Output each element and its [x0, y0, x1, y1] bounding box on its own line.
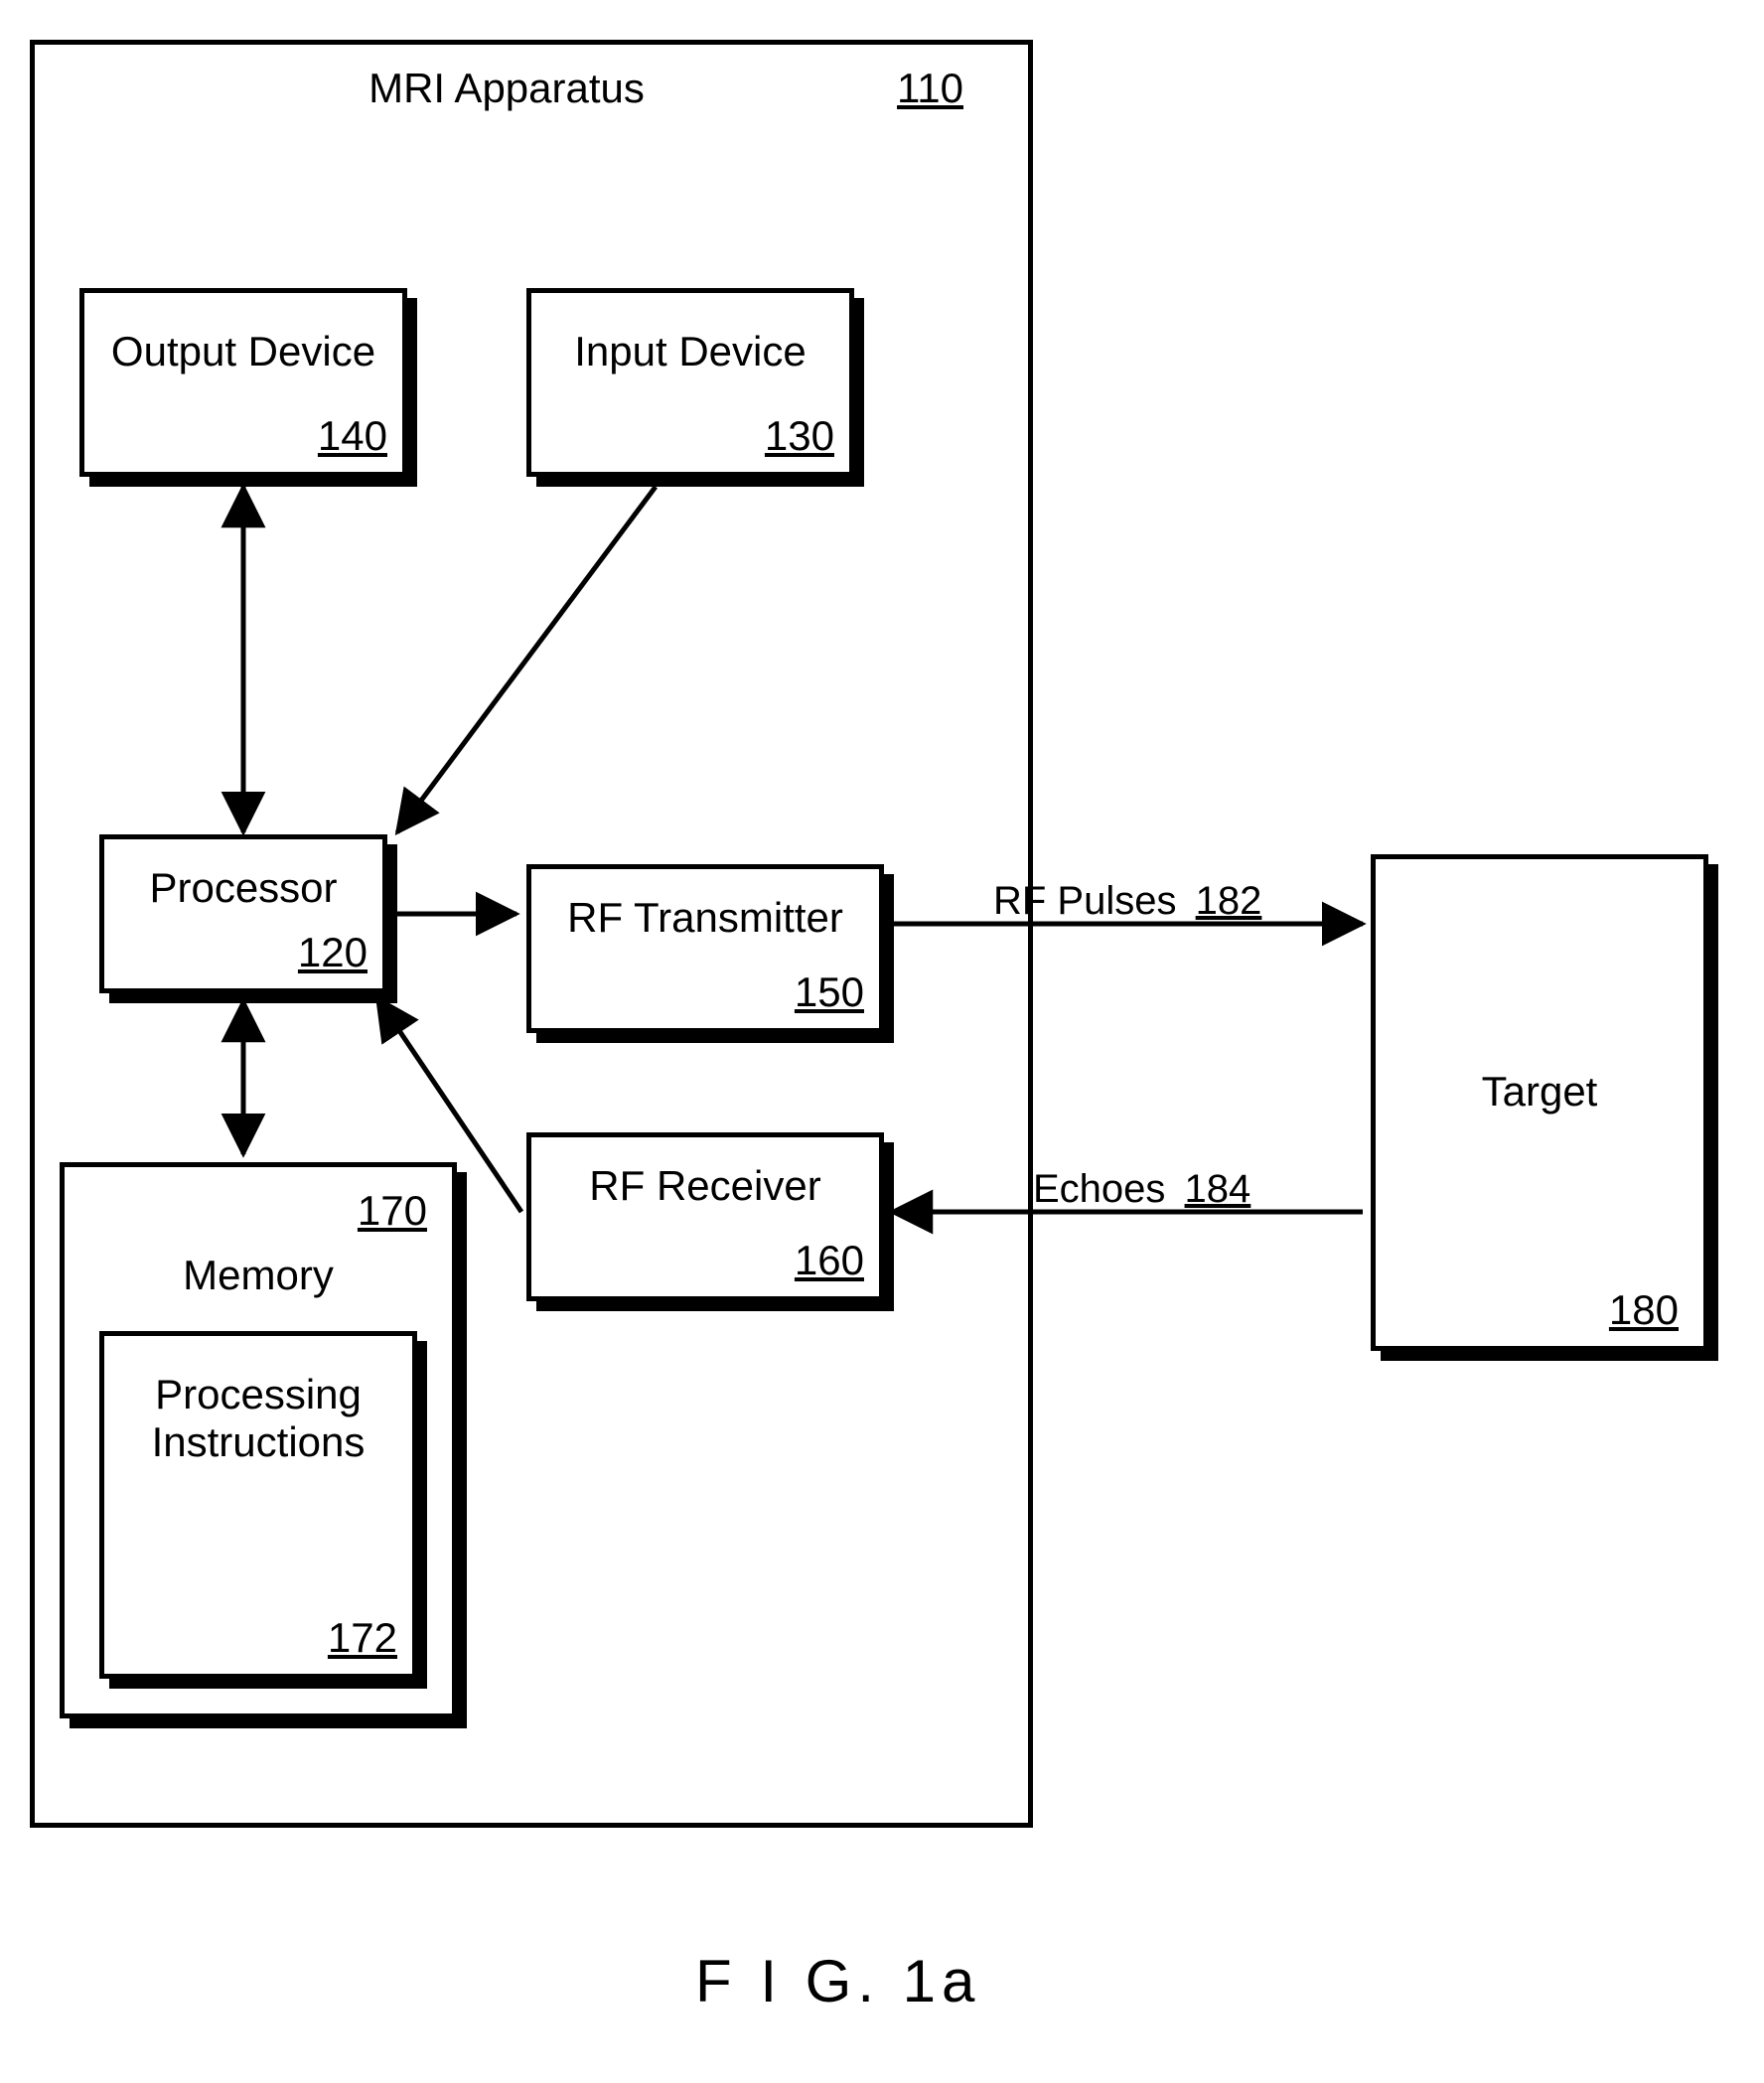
- node-label: Processor: [99, 864, 387, 912]
- node-label: Input Device: [526, 328, 854, 375]
- node-label: Target: [1371, 1068, 1708, 1116]
- node-ref: 180: [1579, 1286, 1679, 1334]
- figure-label: F I G. 1a: [695, 1947, 980, 2015]
- container-ref: 110: [864, 65, 963, 112]
- node-ref: 130: [735, 412, 834, 460]
- node-label: RF Receiver: [526, 1162, 884, 1210]
- container-title: MRI Apparatus: [308, 65, 705, 112]
- edge-label-echoes: Echoes 184: [1033, 1167, 1250, 1212]
- node-ref: 172: [298, 1614, 397, 1662]
- edge-label-rf-pulses: RF Pulses 182: [993, 879, 1261, 924]
- edge-label-text: RF Pulses: [993, 879, 1177, 923]
- node-label: RF Transmitter: [526, 894, 884, 942]
- node-ref: 170: [328, 1187, 427, 1235]
- diagram-canvas: MRI Apparatus 110 Output Device 140 Inpu…: [0, 0, 1764, 2083]
- edge-label-ref: 182: [1196, 879, 1262, 923]
- node-label: Output Device: [79, 328, 407, 375]
- node-ref: 150: [765, 968, 864, 1016]
- node-ref: 160: [765, 1237, 864, 1284]
- edge-label-text: Echoes: [1033, 1167, 1165, 1211]
- node-label: Processing Instructions: [99, 1371, 417, 1467]
- node-ref: 120: [268, 929, 368, 976]
- edge-label-ref: 184: [1185, 1167, 1251, 1211]
- node-ref: 140: [288, 412, 387, 460]
- node-label: Memory: [60, 1252, 457, 1299]
